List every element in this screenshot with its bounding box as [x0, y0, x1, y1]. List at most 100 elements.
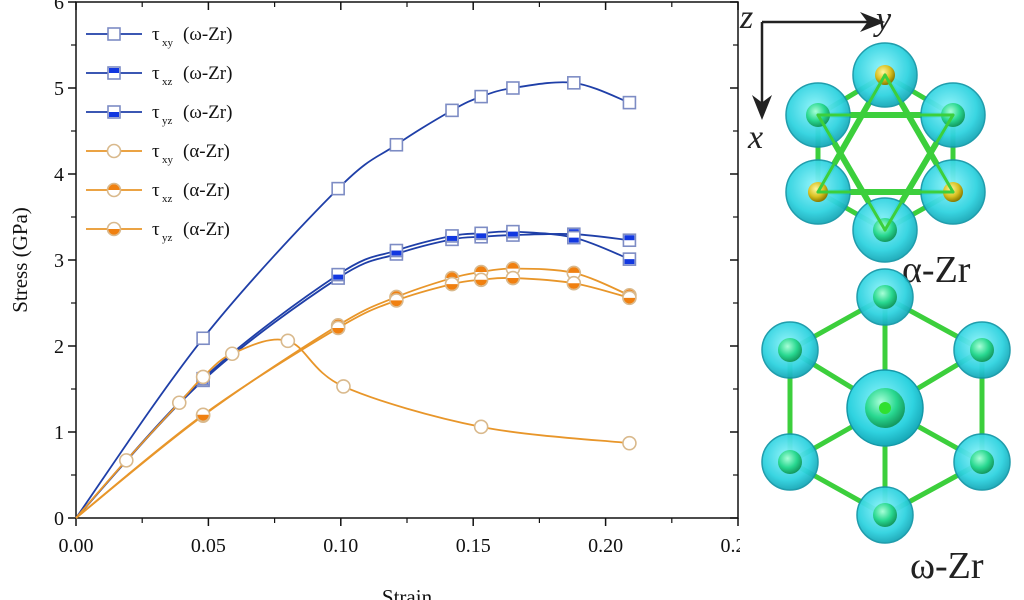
- x-tick-label: 0.15: [456, 535, 491, 557]
- bond: [815, 112, 888, 233]
- zr-atom: [970, 338, 994, 362]
- bond: [787, 459, 888, 518]
- legend-marker: [106, 182, 122, 198]
- marker-square: [196, 331, 210, 346]
- data-point: [473, 272, 489, 288]
- data-point: [224, 346, 240, 362]
- zr-atom: [778, 450, 802, 474]
- zr-atom: [970, 450, 994, 474]
- marker-fill-top: [446, 272, 458, 279]
- charge-density-blob: [953, 321, 1011, 379]
- charge-density-blob: [852, 197, 918, 263]
- legend-entry: τ xy (ω-Zr): [86, 24, 232, 49]
- legend-entry: τ yz (α-Zr): [86, 219, 230, 244]
- legend-phase: (ω-Zr): [183, 24, 232, 45]
- marker-fill-bottom: [333, 274, 344, 280]
- data-point: [567, 76, 581, 90]
- marker-circle: [473, 419, 489, 435]
- zr-atom: [806, 103, 830, 127]
- marker-fill-bottom: [197, 414, 209, 421]
- charge-density-blob: [846, 369, 924, 447]
- charge-density-blob: [856, 268, 914, 326]
- marker-fill-bottom: [391, 250, 402, 256]
- marker-fill-bottom: [475, 279, 487, 286]
- y-axis-letter: y: [873, 1, 892, 38]
- bond: [787, 405, 888, 465]
- stress-strain-chart: 0.00 0.05 0.10 0.15 0.20 0.25 0 1 2 3 4 5 6 Strain Str…: [8, 0, 741, 600]
- marker-fill-top: [108, 184, 120, 190]
- marker-fill-top: [475, 266, 487, 273]
- bond-highlight: [817, 114, 886, 231]
- zr-atom: [873, 503, 897, 527]
- marker-fill-top: [624, 235, 635, 241]
- data-point: [331, 181, 345, 196]
- legend-entry: τ xz (α-Zr): [86, 180, 230, 205]
- y-tick-label: 4: [54, 164, 64, 186]
- marker-square: [389, 137, 404, 152]
- data-point: [474, 89, 488, 104]
- data-point: [119, 453, 134, 468]
- marker-circle: [195, 369, 211, 385]
- marker-fill-bottom: [624, 259, 635, 265]
- bond: [883, 113, 955, 232]
- legend-subscript: xz: [162, 193, 173, 205]
- legend-marker: [107, 66, 121, 80]
- marker-fill-bottom: [568, 237, 579, 243]
- marker-fill-bottom: [476, 233, 487, 239]
- legend-phase: (α-Zr): [183, 180, 230, 201]
- marker-fill-bottom: [446, 284, 458, 290]
- legend-subscript: xz: [162, 76, 173, 88]
- charge-density-blob: [761, 433, 819, 491]
- marker-circle: [106, 143, 122, 159]
- charge-density-blob: [761, 321, 819, 379]
- bond: [816, 113, 887, 232]
- series-4: [75, 261, 637, 519]
- data-point: [622, 435, 637, 451]
- zr-atom: [873, 285, 897, 309]
- x-tick-label: 0.05: [191, 535, 226, 557]
- bond: [816, 73, 887, 194]
- charge-density-blob: [856, 486, 914, 544]
- marker-fill-top: [507, 262, 519, 269]
- legend-entry: τ xz (ω-Zr): [86, 63, 232, 88]
- data-point: [445, 103, 459, 118]
- legend-symbol: τ: [152, 24, 160, 45]
- omega-zr-label: ω-Zr: [910, 545, 984, 587]
- data-point: [566, 275, 582, 291]
- bond: [882, 459, 985, 518]
- marker-square: [474, 89, 488, 104]
- marker-fill-top: [568, 267, 580, 273]
- bond: [882, 72, 956, 118]
- series-0: [75, 76, 637, 519]
- legend-symbol: τ: [152, 180, 160, 201]
- zr-atom: [865, 388, 905, 428]
- legend-entry: τ xy (α-Zr): [86, 141, 230, 166]
- marker-fill-bottom: [108, 229, 120, 235]
- marker-square: [506, 81, 520, 95]
- marker-fill-bottom: [568, 283, 580, 289]
- legend-symbol: τ: [152, 102, 160, 123]
- legend-marker: [106, 221, 122, 237]
- legend-symbol: τ: [152, 141, 160, 162]
- data-point: [336, 379, 351, 394]
- x-tick-label: 0.25: [721, 535, 741, 557]
- data-point: [474, 226, 488, 241]
- legend-entry: τ yz (ω-Zr): [86, 102, 232, 127]
- legend-phase: (ω-Zr): [183, 63, 232, 84]
- charge-density-blob: [920, 159, 986, 225]
- data-point: [622, 290, 637, 306]
- data-point: [505, 270, 521, 286]
- legend-phase: (α-Zr): [183, 141, 230, 162]
- data-point: [389, 243, 404, 258]
- y-tick-label: 0: [54, 508, 64, 530]
- x-tick-label: 0.20: [588, 535, 623, 557]
- marker-fill-bottom: [623, 297, 636, 304]
- bond: [882, 294, 985, 353]
- highlight-atom: [943, 182, 963, 202]
- legend-marker: [106, 143, 122, 159]
- charge-density-blob: [785, 159, 851, 225]
- x-axis-label: Strain: [382, 585, 433, 600]
- center-atom-core: [879, 402, 891, 414]
- z-axis-letter: z: [739, 0, 753, 36]
- alpha-zr-label: α-Zr: [902, 249, 971, 291]
